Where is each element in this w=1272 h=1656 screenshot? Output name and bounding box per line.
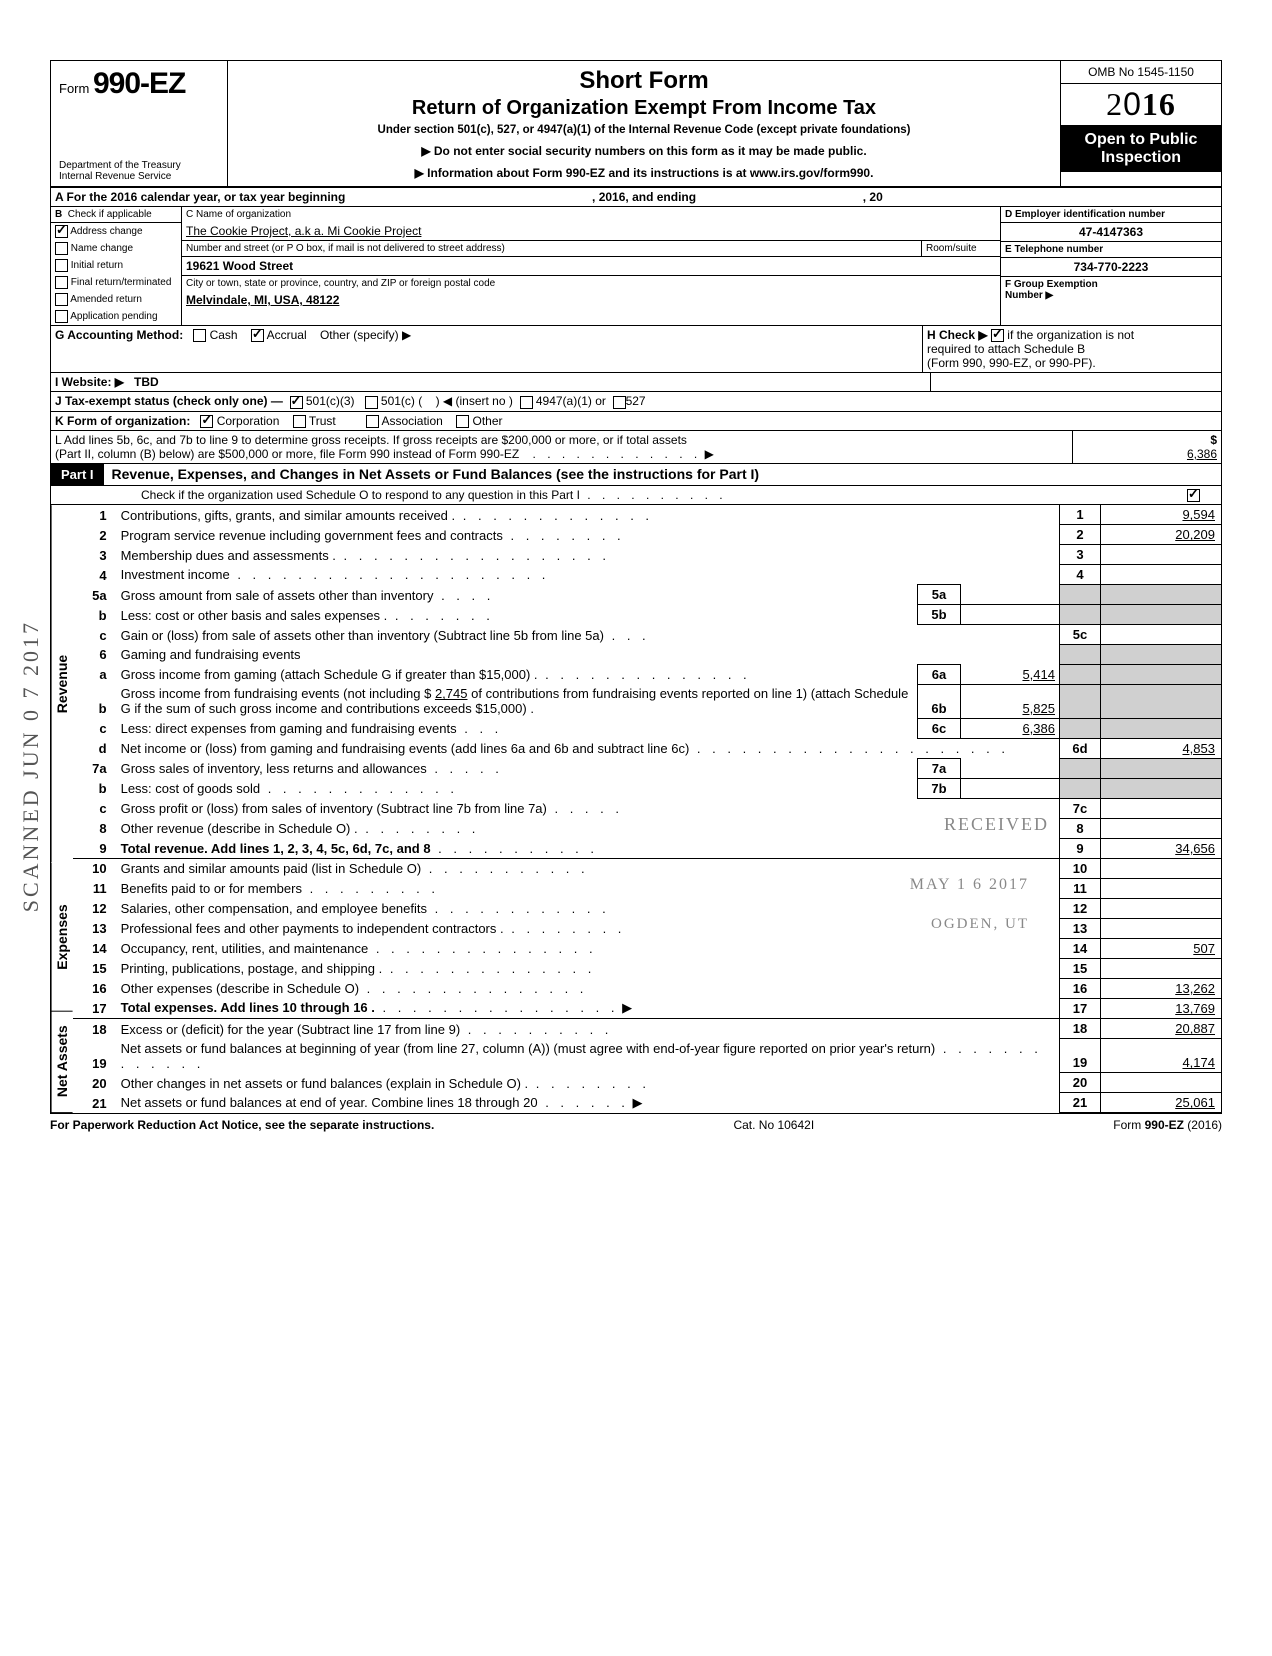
footer-left: For Paperwork Reduction Act Notice, see … <box>50 1118 434 1132</box>
cb-sched-o[interactable] <box>1187 489 1200 502</box>
label-org-name: C Name of organization <box>182 207 1000 222</box>
tax-year: 2016 <box>1061 84 1221 125</box>
footer-mid: Cat. No 10642I <box>733 1118 814 1132</box>
subtitle: Under section 501(c), 527, or 4947(a)(1)… <box>238 124 1050 136</box>
city-stamp: OGDEN, UT <box>931 916 1029 933</box>
cb-4947[interactable] <box>520 396 533 409</box>
cb-501c3[interactable] <box>290 396 303 409</box>
omb-number: OMB No 1545-1150 <box>1061 61 1221 84</box>
line-k: K Form of organization: Corporation Trus… <box>51 412 1221 430</box>
scanned-stamp: SCANNED JUN 0 7 2017 <box>18 620 44 912</box>
open-public: Open to Public Inspection <box>1061 125 1221 172</box>
cb-527[interactable] <box>613 396 626 409</box>
side-revenue: Revenue <box>51 505 73 862</box>
part1-label: Part I <box>51 464 104 485</box>
label-group-exempt: F Group ExemptionNumber ▶ <box>1001 277 1221 303</box>
dept-label: Department of the Treasury Internal Reve… <box>59 160 219 182</box>
cb-assoc[interactable] <box>366 415 379 428</box>
footer-right: Form 990-EZ (2016) <box>1113 1118 1222 1132</box>
line-a: A For the 2016 calendar year, or tax yea… <box>51 188 1221 206</box>
line-j: J Tax-exempt status (check only one) — 5… <box>51 392 1221 410</box>
cb-amended[interactable] <box>55 293 68 306</box>
cb-app-pending[interactable] <box>55 310 68 323</box>
line-i: I Website: ▶ TBD <box>51 373 931 391</box>
cb-other[interactable] <box>456 415 469 428</box>
part1-title: Revenue, Expenses, and Changes in Net As… <box>104 466 760 482</box>
line-g: G Accounting Method: Cash Accrual Other … <box>51 326 923 372</box>
note-ssn: ▶ Do not enter social security numbers o… <box>238 144 1050 158</box>
phone: 734-770-2223 <box>1001 258 1221 277</box>
line-l-amount: 6,386 <box>1187 447 1217 461</box>
cb-final-return[interactable] <box>55 276 68 289</box>
cb-initial-return[interactable] <box>55 259 68 272</box>
cb-accrual[interactable] <box>251 329 264 342</box>
org-name: The Cookie Project, a.k a. Mi Cookie Pro… <box>182 222 1000 241</box>
label-street: Number and street (or P O box, if mail i… <box>182 241 922 256</box>
side-expenses: Expenses <box>51 863 73 1012</box>
cb-address-change[interactable] <box>55 225 68 238</box>
title-short-form: Short Form <box>238 67 1050 95</box>
title-return: Return of Organization Exempt From Incom… <box>238 97 1050 120</box>
form-number: Form 990-EZ <box>59 67 219 101</box>
note-info: ▶ Information about Form 990-EZ and its … <box>238 166 1050 180</box>
side-net-assets: Net Assets <box>51 1011 73 1113</box>
city-state-zip: Melvindale, MI, USA, 48122 <box>182 291 1000 309</box>
received-stamp: RECEIVED <box>944 814 1049 835</box>
line-h: H Check ▶ if the organization is not req… <box>923 326 1221 372</box>
street-address: 19621 Wood Street <box>182 257 1000 276</box>
label-ein: D Employer identification number <box>1001 207 1221 223</box>
date-stamp: MAY 1 6 2017 <box>910 876 1029 894</box>
cb-cash[interactable] <box>193 329 206 342</box>
ein: 47-4147363 <box>1001 223 1221 242</box>
form-990ez: Form 990-EZ Department of the Treasury I… <box>50 60 1222 1114</box>
part1-check-note: Check if the organization used Schedule … <box>51 486 1183 504</box>
label-city: City or town, state or province, country… <box>182 276 1000 291</box>
label-phone: E Telephone number <box>1001 242 1221 258</box>
cb-trust[interactable] <box>293 415 306 428</box>
cb-sched-b[interactable] <box>991 329 1004 342</box>
cb-name-change[interactable] <box>55 242 68 255</box>
label-room: Room/suite <box>922 241 1000 256</box>
cb-corp[interactable] <box>200 415 213 428</box>
lines-table: 1Contributions, gifts, grants, and simil… <box>73 505 1221 1113</box>
line-l: L Add lines 5b, 6c, and 7b to line 9 to … <box>51 431 1072 463</box>
cb-501c[interactable] <box>365 396 378 409</box>
